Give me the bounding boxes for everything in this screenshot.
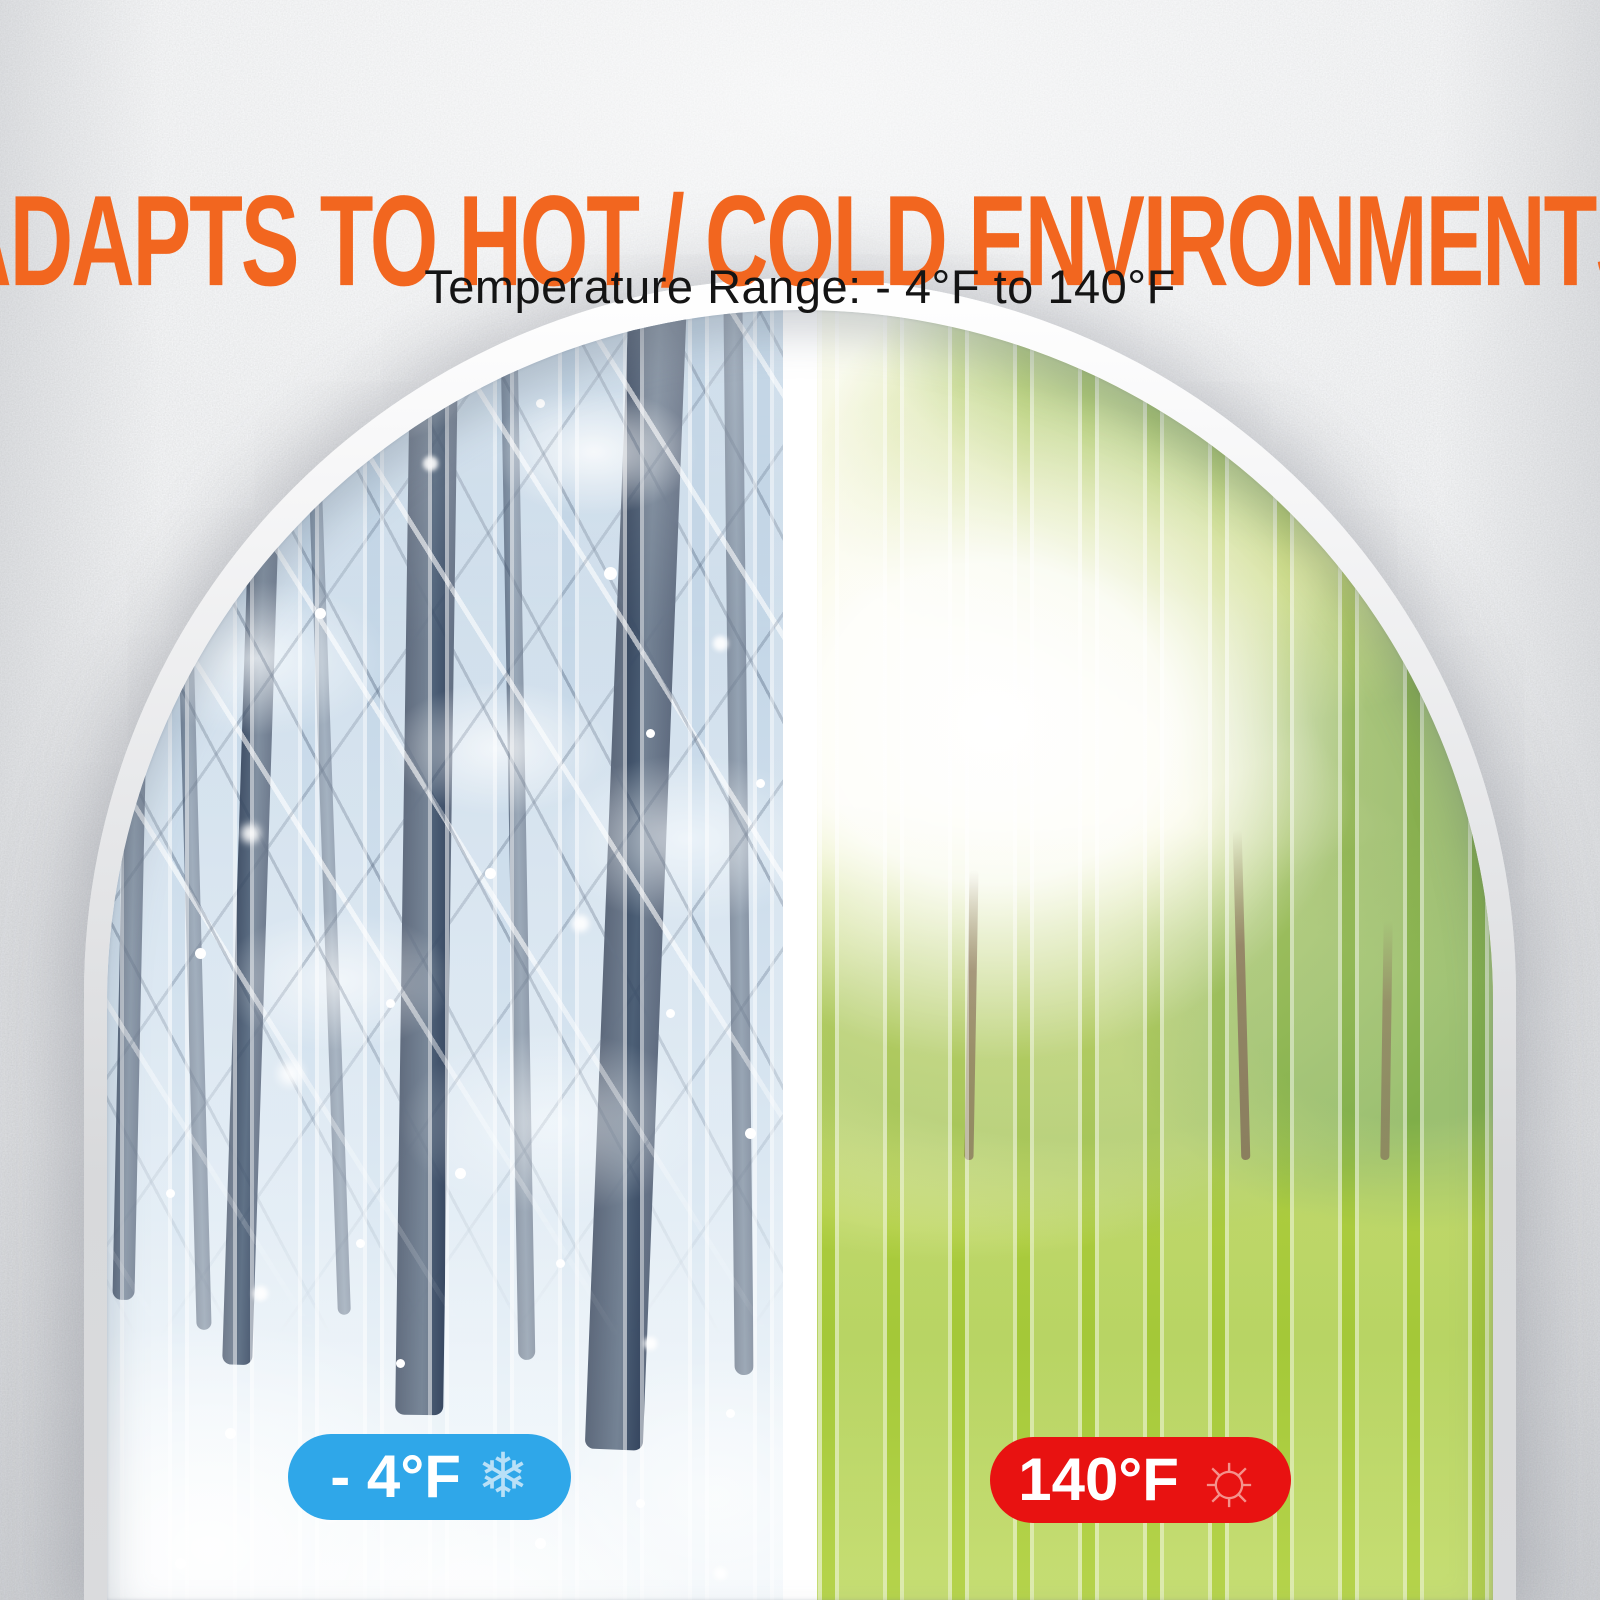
tree-trunk	[1380, 919, 1393, 1161]
cold-temperature-badge: - 4°F ❄	[288, 1434, 571, 1520]
summer-scene	[817, 310, 1493, 1600]
cold-badge-label: - 4°F	[330, 1443, 461, 1510]
arch-window: - 4°F ❄ 140°F ☼	[107, 310, 1493, 1600]
hot-temperature-badge: 140°F ☼	[990, 1437, 1291, 1523]
sun-icon: ☼	[1194, 1435, 1263, 1518]
winter-scene	[107, 310, 783, 1600]
photo-seam-divider	[783, 310, 817, 1600]
snowflake-icon: ❄	[476, 1442, 529, 1511]
subtitle: Temperature Range: - 4°F to 140°F	[424, 260, 1176, 313]
tree-trunk	[1232, 829, 1251, 1161]
hot-badge-label: 140°F	[1018, 1446, 1179, 1513]
snowy-branches	[107, 310, 783, 1370]
tree-trunk	[964, 869, 979, 1161]
